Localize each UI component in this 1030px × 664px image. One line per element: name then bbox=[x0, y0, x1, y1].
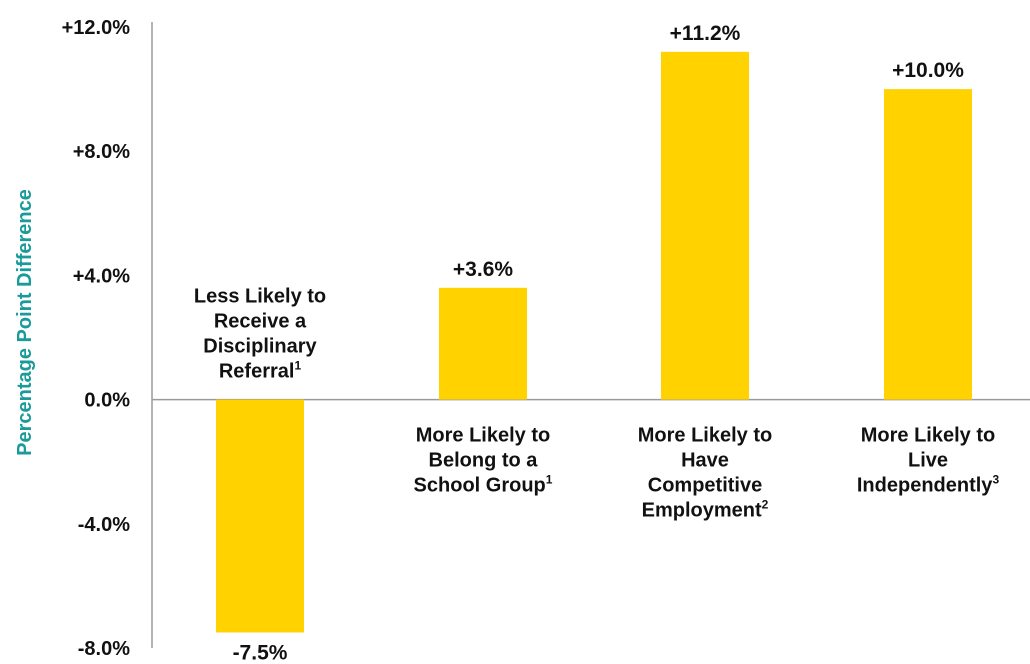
category-labels: Less Likely to Receive a Disciplinary Refer… bbox=[194, 286, 1000, 522]
bar bbox=[884, 89, 972, 400]
y-tick-label: +8.0% bbox=[73, 141, 130, 163]
category-label-line: Have bbox=[681, 450, 729, 472]
category-label-line: Employment bbox=[642, 500, 762, 522]
category-label: More Likely to Have Competitive Employment2 bbox=[638, 425, 772, 522]
category-label-line: More Likely to bbox=[861, 425, 995, 447]
data-label: +11.2% bbox=[670, 22, 741, 45]
y-tick-labels: +12.0% +8.0% +4.0% 0.0% -4.0% -8.0% bbox=[62, 17, 131, 660]
y-tick-label: +12.0% bbox=[62, 17, 131, 39]
y-tick-label: 0.0% bbox=[84, 390, 130, 412]
bar bbox=[661, 51, 749, 400]
category-label-line: Less Likely to bbox=[194, 286, 326, 308]
category-label-line: Live bbox=[908, 450, 948, 472]
footnote-marker: 1 bbox=[294, 359, 301, 373]
category-label-line: More Likely to bbox=[638, 425, 772, 447]
category-label-line: Independently bbox=[857, 475, 993, 497]
category-label: Less Likely to Receive a Disciplinary Refer… bbox=[194, 286, 326, 383]
y-tick-label: -8.0% bbox=[78, 638, 130, 660]
bars bbox=[216, 51, 972, 633]
footnote-marker: 3 bbox=[992, 473, 999, 487]
data-label: -7.5% bbox=[233, 641, 288, 664]
category-label-line: Receive a bbox=[214, 311, 307, 333]
data-labels: -7.5% +3.6% +11.2% +10.0% bbox=[233, 22, 965, 664]
y-tick-label: +4.0% bbox=[73, 265, 130, 287]
footnote-marker: 2 bbox=[762, 498, 769, 512]
category-label: More Likely to Live Independently3 bbox=[857, 425, 1000, 497]
category-label-line: More Likely to bbox=[416, 425, 550, 447]
category-label-line: School Group bbox=[414, 475, 546, 497]
footnote-marker: 1 bbox=[546, 473, 553, 487]
bar bbox=[439, 287, 527, 400]
bar bbox=[216, 399, 304, 633]
y-axis-title: Percentage Point Difference bbox=[14, 189, 36, 456]
category-label-line: Competitive bbox=[648, 475, 762, 497]
category-label: More Likely to Belong to a School Group1 bbox=[414, 425, 553, 497]
category-label-line: Referral bbox=[219, 361, 295, 383]
y-tick-label: -4.0% bbox=[78, 514, 130, 536]
category-label-line: Disciplinary bbox=[203, 336, 317, 358]
category-label-line: Belong to a bbox=[429, 450, 539, 472]
data-label: +10.0% bbox=[892, 59, 964, 82]
data-label: +3.6% bbox=[453, 258, 513, 281]
